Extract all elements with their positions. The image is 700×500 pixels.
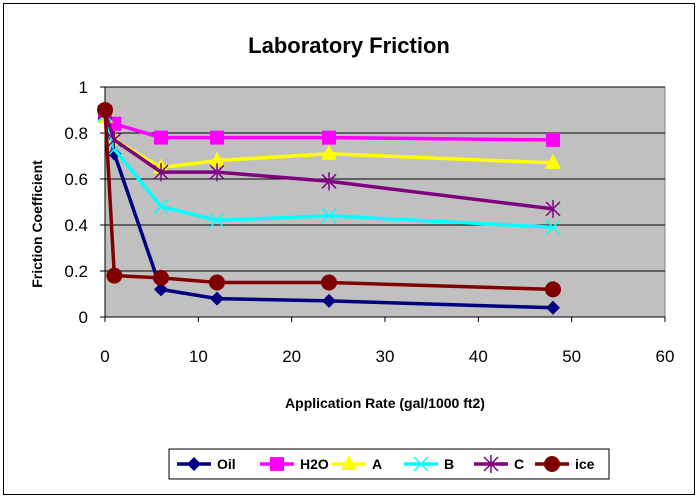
x-axis: 0 10 20 30 40 50 60 bbox=[100, 316, 675, 366]
data-point bbox=[545, 281, 561, 298]
data-point bbox=[546, 132, 560, 147]
data-point bbox=[97, 102, 113, 118]
series-group bbox=[97, 102, 561, 315]
legend-marker bbox=[187, 457, 201, 471]
legend-entry-oil: Oil bbox=[177, 456, 236, 472]
legend-entry-a: A bbox=[332, 455, 382, 472]
legend-label: C bbox=[514, 456, 524, 472]
legend-label: A bbox=[372, 456, 382, 472]
data-point bbox=[322, 130, 336, 145]
y-tick-label: 0.6 bbox=[64, 170, 88, 189]
legend-label: Oil bbox=[217, 456, 236, 472]
data-point bbox=[154, 130, 168, 145]
legend-marker bbox=[341, 455, 357, 470]
series-c bbox=[97, 103, 561, 218]
data-point bbox=[545, 219, 561, 235]
data-point bbox=[209, 274, 225, 291]
data-point bbox=[545, 199, 561, 218]
y-axis-title: Friction Coefficient bbox=[29, 160, 45, 288]
data-point bbox=[209, 151, 225, 167]
data-point bbox=[209, 163, 225, 182]
legend-marker bbox=[270, 457, 284, 471]
series-line bbox=[103, 109, 554, 292]
series-line bbox=[103, 111, 554, 211]
legend-label: H2O bbox=[300, 456, 329, 472]
x-axis-title: Application Rate (gal/1000 ft2) bbox=[285, 395, 485, 411]
series-line bbox=[103, 114, 554, 230]
data-point bbox=[107, 146, 122, 161]
y-tick-label: 0 bbox=[79, 308, 88, 327]
data-point bbox=[153, 163, 169, 182]
legend-label: B bbox=[444, 456, 454, 472]
data-point bbox=[546, 300, 560, 315]
series-ice bbox=[97, 102, 561, 298]
x-tick-label: 30 bbox=[376, 347, 395, 366]
legend-entry-c: C bbox=[474, 455, 524, 473]
legend-label: ice bbox=[575, 456, 595, 472]
data-point bbox=[153, 269, 169, 286]
data-point bbox=[210, 291, 224, 306]
legend-marker bbox=[544, 456, 560, 472]
x-tick-label: 60 bbox=[656, 347, 675, 366]
legend-entry-ice: ice bbox=[535, 456, 595, 472]
x-tick-label: 20 bbox=[282, 347, 301, 366]
data-point bbox=[209, 212, 225, 228]
x-tick-label: 50 bbox=[562, 347, 581, 366]
data-point bbox=[322, 293, 336, 308]
gridlines bbox=[105, 86, 665, 272]
y-tick-label: 1 bbox=[79, 78, 88, 97]
y-tick-label: 0.4 bbox=[64, 216, 88, 235]
data-point bbox=[153, 199, 169, 215]
legend-entry-b: B bbox=[404, 456, 454, 472]
legend-entry-h2o: H2O bbox=[260, 456, 329, 472]
chart-title: Laboratory Friction bbox=[248, 33, 450, 58]
data-point bbox=[321, 208, 337, 224]
data-point bbox=[210, 130, 224, 145]
plot-area bbox=[104, 86, 666, 318]
data-point bbox=[321, 144, 337, 160]
data-point bbox=[545, 153, 561, 169]
y-tick-label: 0.8 bbox=[64, 124, 88, 143]
x-tick-label: 40 bbox=[469, 347, 488, 366]
legend-marker bbox=[413, 456, 429, 472]
data-point bbox=[321, 274, 337, 291]
x-tick-label: 10 bbox=[189, 347, 208, 366]
y-axis: 0 0.2 0.4 0.6 0.8 1 bbox=[64, 78, 106, 327]
x-tick-label: 0 bbox=[100, 347, 109, 366]
legend-marker bbox=[483, 455, 499, 473]
data-point bbox=[106, 130, 122, 149]
data-point bbox=[321, 172, 337, 191]
data-point bbox=[154, 282, 168, 297]
y-tick-label: 0.2 bbox=[64, 262, 88, 281]
data-point bbox=[106, 267, 123, 284]
